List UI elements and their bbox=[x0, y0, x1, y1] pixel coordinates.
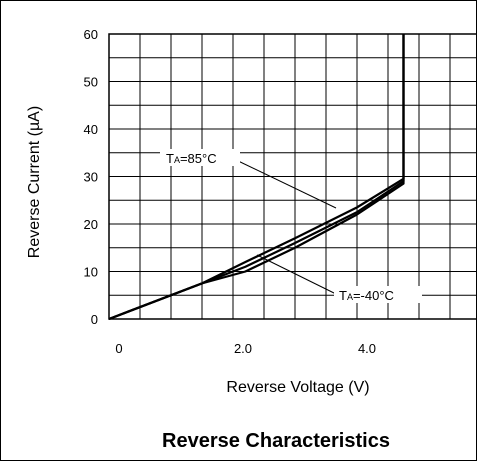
x-tick-label: 4.0 bbox=[358, 341, 376, 356]
y-tick-label: 30 bbox=[84, 170, 98, 185]
annotation-m40c: TA=-40°C bbox=[339, 288, 394, 303]
y-tick-label: 60 bbox=[84, 27, 98, 42]
y-tick-label: 40 bbox=[84, 122, 98, 137]
annotation-85c-leader bbox=[233, 158, 337, 209]
grid bbox=[109, 34, 477, 319]
y-tick-label: 10 bbox=[84, 265, 98, 280]
x-tick-label: 0 bbox=[115, 341, 122, 356]
series-group bbox=[108, 34, 405, 321]
plot-area bbox=[108, 33, 477, 320]
y-tick-labels: 0 10 20 30 40 50 60 bbox=[84, 27, 98, 327]
x-tick-labels: 02.04.06.0 bbox=[115, 341, 376, 356]
chart-title: Reverse Characteristics bbox=[162, 430, 390, 452]
y-tick-label: 20 bbox=[84, 217, 98, 232]
y-tick-label: 50 bbox=[84, 75, 98, 90]
annotation-85c-bg bbox=[160, 149, 240, 166]
y-axis-label: Reverse Current (µA) bbox=[26, 106, 43, 258]
y-tick-label: 0 bbox=[91, 312, 98, 327]
annotation-m40c-leader bbox=[256, 254, 337, 295]
annotation-m40c-bg bbox=[334, 286, 422, 303]
series-line-3 bbox=[108, 34, 405, 321]
annotation-85c: TA=85°C bbox=[166, 151, 217, 166]
x-axis-label: Reverse Voltage (V) bbox=[226, 379, 369, 396]
x-tick-label: 2.0 bbox=[234, 341, 252, 356]
